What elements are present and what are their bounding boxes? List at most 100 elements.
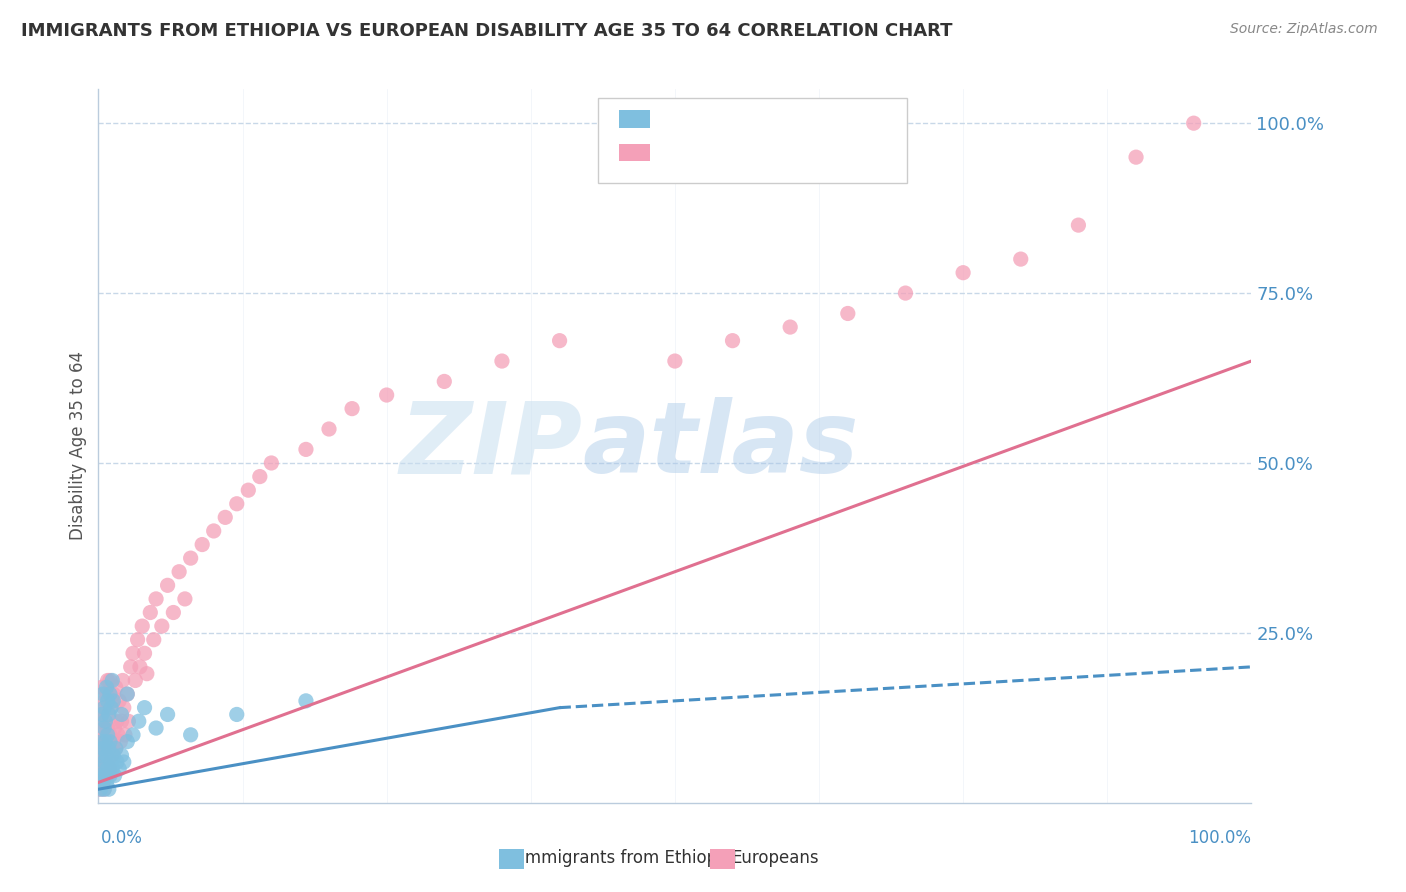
Point [97, 728, 120, 742]
Point [90, 775, 112, 789]
Point [97, 694, 120, 708]
Point [96, 762, 118, 776]
Point [139, 606, 162, 620]
Point [93, 721, 115, 735]
Point [112, 700, 135, 714]
Point [104, 741, 127, 756]
Point [101, 694, 124, 708]
Point [238, 483, 260, 498]
Point [90, 707, 112, 722]
Point [96, 775, 118, 789]
Point [375, 388, 398, 402]
Point [93, 700, 115, 714]
Point [97, 741, 120, 756]
Point [191, 537, 214, 551]
Point [90, 748, 112, 763]
Point [103, 748, 125, 763]
Point [105, 755, 128, 769]
Point [952, 266, 974, 280]
Point [108, 762, 131, 776]
Point [100, 755, 122, 769]
Point [98, 673, 121, 688]
Point [156, 707, 179, 722]
Point [103, 721, 125, 735]
Point [131, 619, 153, 633]
Point [100, 700, 122, 714]
Point [98, 734, 121, 748]
Point [110, 734, 132, 748]
Point [103, 734, 125, 748]
Point [145, 591, 167, 606]
Point [96, 680, 118, 694]
Point [162, 606, 184, 620]
Point [340, 401, 363, 416]
Text: atlas: atlas [582, 398, 859, 494]
Point [174, 591, 197, 606]
Point [91, 755, 114, 769]
Point [91, 775, 114, 789]
Point [97, 721, 120, 735]
Point [96, 728, 118, 742]
Point [97, 748, 120, 763]
Point [94, 734, 117, 748]
Text: R = 0.601   N = 90: R = 0.601 N = 90 [657, 144, 841, 161]
Point [156, 578, 179, 592]
Point [91, 687, 114, 701]
Point [117, 714, 139, 729]
Point [90, 769, 112, 783]
Point [122, 728, 145, 742]
Point [101, 673, 124, 688]
Point [93, 782, 115, 797]
Text: Immigrants from Ethiopia: Immigrants from Ethiopia [520, 849, 733, 867]
Point [90, 707, 112, 722]
Point [97, 673, 120, 688]
Point [91, 741, 114, 756]
Point [98, 769, 121, 783]
Text: ZIP: ZIP [399, 398, 582, 494]
Y-axis label: Disability Age 35 to 64: Disability Age 35 to 64 [69, 351, 87, 541]
Point [167, 565, 190, 579]
Point [114, 728, 136, 742]
Point [433, 375, 456, 389]
Point [110, 714, 132, 729]
Point [89, 782, 111, 797]
Point [110, 707, 132, 722]
Point [127, 632, 149, 647]
Point [214, 510, 236, 524]
Point [249, 469, 271, 483]
Point [111, 673, 134, 688]
Point [97, 707, 120, 722]
Point [128, 714, 150, 729]
Point [180, 728, 202, 742]
Point [90, 762, 112, 776]
Point [104, 741, 127, 756]
Point [295, 694, 318, 708]
Point [150, 619, 173, 633]
Point [98, 728, 121, 742]
Point [180, 551, 202, 566]
Point [112, 755, 135, 769]
Point [90, 714, 112, 729]
Point [664, 354, 686, 368]
Point [90, 680, 112, 694]
Point [122, 646, 145, 660]
Text: IMMIGRANTS FROM ETHIOPIA VS EUROPEAN DISABILITY AGE 35 TO 64 CORRELATION CHART: IMMIGRANTS FROM ETHIOPIA VS EUROPEAN DIS… [21, 22, 953, 40]
Text: Europeans: Europeans [731, 849, 818, 867]
Point [145, 721, 167, 735]
Point [1067, 218, 1090, 232]
Point [108, 694, 131, 708]
Point [91, 775, 114, 789]
Point [129, 660, 152, 674]
Point [89, 769, 111, 783]
Point [134, 700, 156, 714]
Point [548, 334, 571, 348]
Text: Source: ZipAtlas.com: Source: ZipAtlas.com [1230, 22, 1378, 37]
Point [93, 782, 115, 797]
Point [89, 762, 111, 776]
Point [90, 748, 112, 763]
Point [98, 762, 121, 776]
Point [134, 646, 156, 660]
Point [97, 762, 120, 776]
Point [1182, 116, 1205, 130]
Point [94, 769, 117, 783]
